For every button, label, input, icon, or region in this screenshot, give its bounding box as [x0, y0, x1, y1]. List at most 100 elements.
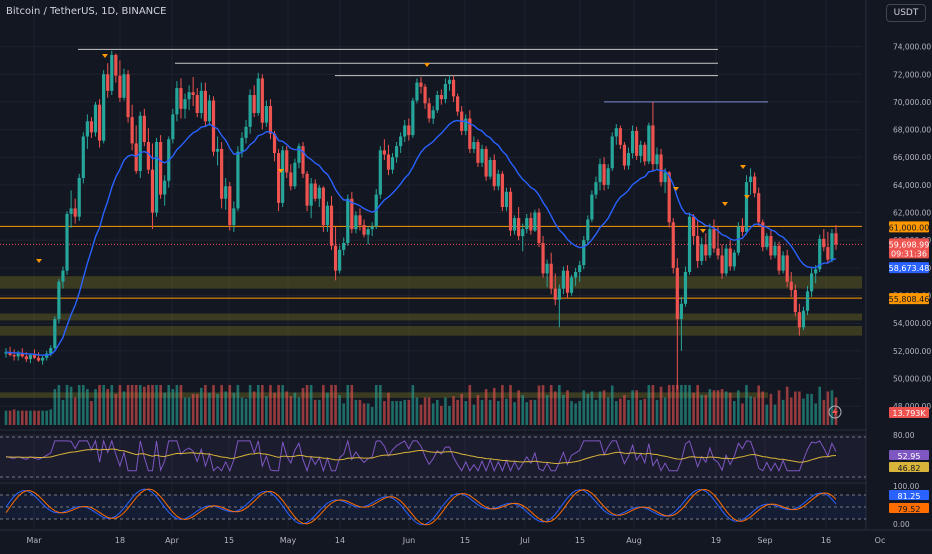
symbol-title[interactable]: Bitcoin / TetherUS, 1D, BINANCE [6, 6, 167, 17]
candle-body [423, 86, 427, 104]
candle-body [244, 126, 248, 138]
volume-bar [610, 385, 614, 425]
candle-body [614, 128, 618, 137]
candle-body [598, 164, 602, 183]
time-tick-label: Jul [519, 536, 530, 545]
level-lower-badge-bg [889, 293, 929, 305]
volume-bar [558, 385, 561, 425]
stoch-k-badge-bg [889, 490, 929, 500]
volume-bar [444, 397, 447, 425]
candle-body [264, 106, 268, 123]
candle-body [333, 245, 338, 271]
rsi-ma-badge-text: 46.82 [898, 464, 921, 473]
volume-bar [240, 397, 244, 425]
candle-body [521, 229, 525, 237]
volume-bar [244, 398, 248, 425]
candle-body [826, 247, 830, 260]
volume-bar [25, 410, 28, 425]
volume-bar [806, 393, 809, 425]
volume-bar [623, 395, 626, 425]
pivot-marker-icon [424, 63, 430, 67]
volume-bar [525, 402, 529, 425]
volume-bar [663, 397, 667, 425]
volume-bar [33, 410, 36, 425]
pivot-marker-icon [36, 259, 42, 263]
candle-body [484, 148, 488, 177]
volume-bar [61, 399, 65, 425]
candle-body [720, 255, 724, 274]
candle-body [549, 263, 553, 289]
time-tick-label: Aug [626, 536, 642, 545]
volume-bar [224, 391, 228, 425]
candle-body [260, 78, 264, 123]
candle-body [504, 191, 509, 208]
candle-body [451, 79, 456, 97]
candle-body [635, 130, 639, 156]
candle-body [32, 355, 37, 358]
volume-bar [521, 395, 525, 425]
volume-bar [383, 401, 386, 425]
candle-body [313, 183, 317, 199]
price-tick-label: 62,000.00 [893, 209, 931, 218]
volume-badge: 13.793K [889, 407, 929, 418]
volume-bar [57, 385, 61, 425]
volume-bar [464, 401, 468, 425]
volume-bar [90, 401, 93, 425]
candle-body [508, 191, 513, 231]
volume-bar [606, 397, 610, 425]
volume-bar [110, 385, 114, 425]
volume-bar [309, 385, 313, 425]
candle-body [590, 194, 594, 220]
price-tick-label: 54,000.00 [893, 319, 931, 328]
candle-body [805, 291, 810, 311]
candle-body [456, 96, 460, 112]
candle-body [712, 229, 716, 249]
rsi-band [0, 434, 866, 480]
volume-bar [440, 405, 443, 425]
price-tick-label: 72,000.00 [893, 70, 931, 79]
pivot-marker-icon [278, 169, 284, 173]
candle-body [553, 288, 557, 300]
candle-body [724, 248, 728, 274]
price-tick-label: 66,000.00 [893, 153, 931, 162]
currency-button[interactable]: USDT [886, 4, 926, 22]
volume-bar [627, 399, 630, 425]
volume-badge-text: 13.793K [892, 409, 926, 418]
volume-bar [578, 401, 581, 425]
volume-bar [598, 391, 602, 425]
candle-body [317, 187, 321, 199]
time-tick-label: 14 [335, 536, 345, 545]
volume-bar [322, 385, 325, 425]
volume-bar [20, 410, 24, 425]
volume-bar [281, 385, 284, 425]
candle-body [256, 78, 260, 113]
volume-bar [602, 390, 606, 425]
candle-body [85, 121, 89, 137]
candle-body [602, 164, 606, 185]
candle-body [350, 198, 354, 230]
candle-body [435, 95, 439, 111]
candle-body [114, 54, 118, 76]
volume-bar [366, 403, 370, 425]
volume-bar [94, 389, 97, 425]
candle-body [659, 154, 663, 183]
candle-body [557, 288, 561, 300]
candle-body [390, 157, 395, 170]
volume-bar [391, 401, 394, 425]
volume-bar [712, 390, 716, 425]
volume-bar [488, 399, 492, 425]
volume-bar [830, 390, 834, 425]
candle-body [541, 242, 545, 274]
candle-body [671, 222, 675, 268]
candle-body [106, 74, 110, 91]
volume-bar [399, 401, 402, 425]
volume-bar [582, 390, 586, 425]
volume-bar [818, 386, 822, 425]
volume-bar [407, 399, 411, 425]
volume-bar [350, 385, 354, 425]
candle-body [20, 353, 24, 357]
volume-bar [655, 399, 659, 425]
volume-bar [562, 395, 565, 425]
